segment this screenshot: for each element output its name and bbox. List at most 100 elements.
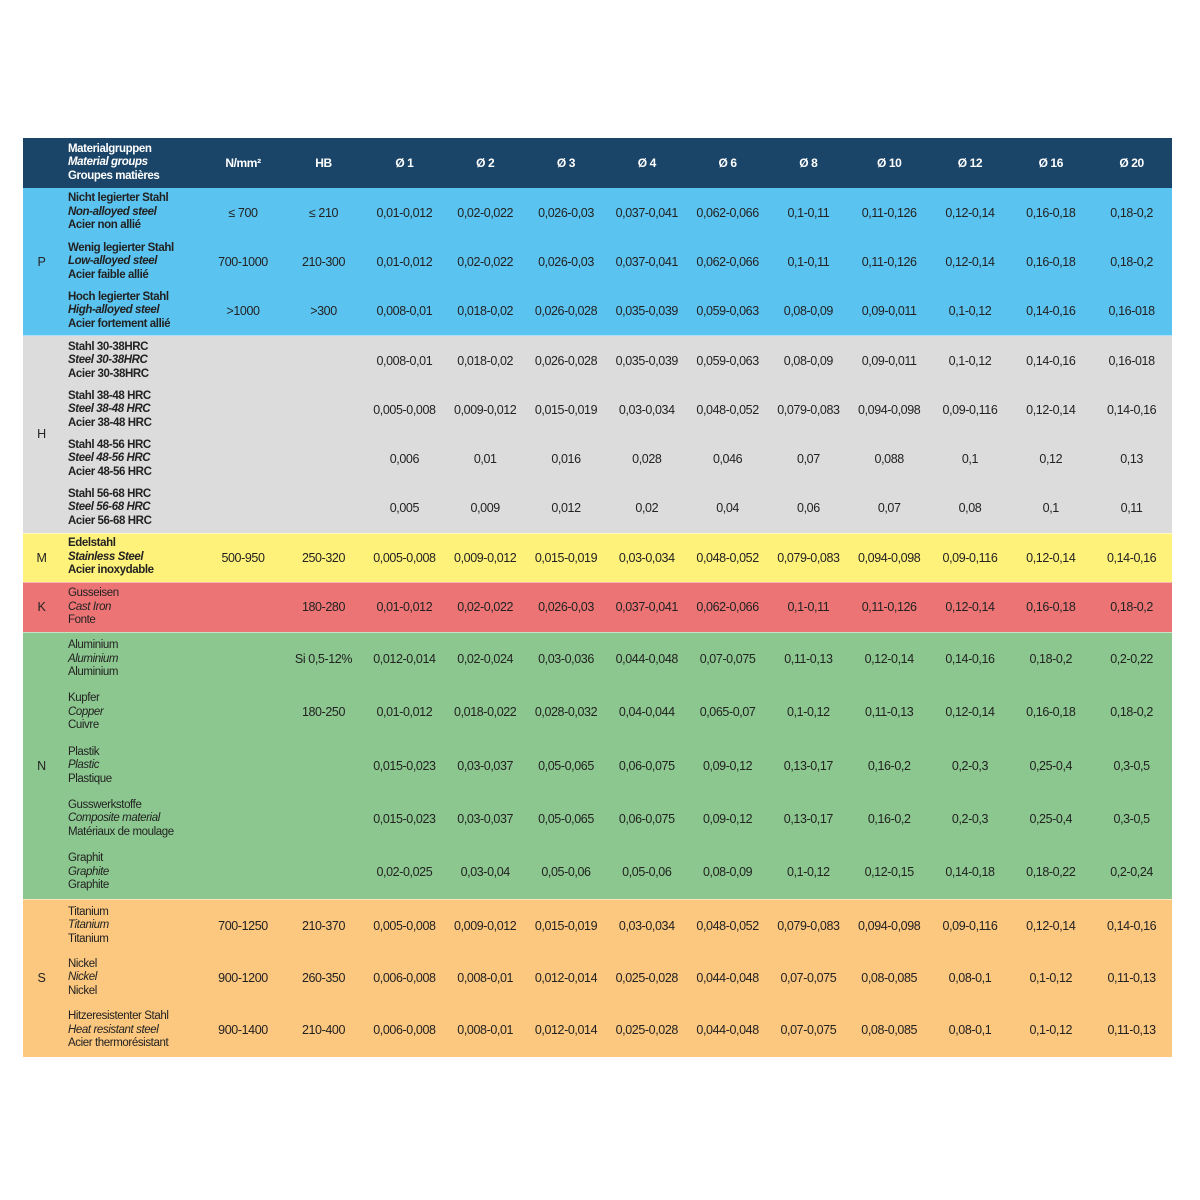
hardness-cell: 250-320 [283,532,364,583]
feed-value-cell: 0,12-0,14 [848,631,930,686]
feed-value-cell: 0,07-0,075 [687,631,768,686]
strength-cell: ≤ 700 [228,205,258,220]
feed-value-cell: 0,11-0,13 [767,631,849,686]
material-name-fr: Acier 38-48 HRC [68,416,152,429]
feed-value-cell: 0,11 [1120,501,1143,516]
feed-value-cell: 0,2-0,24 [1110,865,1153,880]
material-name-fr: Cuivre [68,719,99,732]
feed-value-cell: 0,048-0,052 [687,898,768,952]
feed-value-cell: 0,048-0,052 [687,532,768,583]
material-name-de: Stahl 48-56 HRC [68,438,151,451]
feed-value-cell: 0,046 [712,452,743,467]
header-diameter: Ø 10 [876,156,902,170]
feed-value-cell: 0,03-0,034 [618,402,675,417]
feed-value-cell: 0,01 [473,452,497,467]
feed-value-cell: 0,11-0,126 [861,205,917,220]
feed-value-cell: 0,09-0,011 [848,335,930,386]
material-name-en: Low-alloyed steel [68,255,158,268]
material-name-de: Stahl 38-48 HRC [68,389,151,402]
feed-value-cell: 0,11-0,13 [1107,1023,1156,1038]
feed-value-cell: 0,012 [551,501,581,516]
table-row: Gusswerkstoffe Composite material Matériau… [23,792,1172,846]
hardness-cell: 180-250 [301,705,346,720]
material-name-en: Cast Iron [68,600,112,613]
feed-value-cell: 0,16-018 [1108,303,1156,318]
feed-value-cell: 0,088 [874,452,905,467]
feed-value-cell: 0,09-0,011 [861,303,917,318]
feed-value-cell: 0,08-0,085 [861,970,918,985]
material-group-code: S [23,898,60,1057]
feed-value-cell: 0,05-0,06 [622,865,672,880]
feed-value-cell: 0,3-0,5 [1113,758,1151,773]
hardness-cell [283,846,364,899]
strength-cell [203,739,283,792]
feed-value-cell: 0,05-0,065 [538,812,594,827]
material-name-de: Nicht legierter Stahl [68,192,169,205]
feed-value-cell: 0,094-0,098 [848,532,930,583]
material-name-de: Aluminium [68,639,119,652]
table-row: P Nicht legierter Stahl Non-alloyed steel A… [23,188,1172,269]
hardness-cell: 260-350 [301,970,346,985]
feed-value-cell: 0,006 [389,452,420,467]
feed-value-cell: 0,14-0,16 [1106,402,1157,417]
feed-value-cell: 0,037-0,041 [606,581,688,633]
feed-value-cell: 0,07-0,075 [780,1023,837,1038]
feed-value-cell: 0,16-0,2 [867,812,911,827]
feed-value-cell: 0,015-0,019 [525,532,607,583]
feed-value-cell: 0,16-0,18 [1026,705,1076,720]
material-name-en: Stainless Steel [68,550,144,563]
header-strength: N/mm² [225,156,261,170]
hardness-cell: Si 0,5-12% [283,631,364,686]
hardness-cell: 210-400 [301,1023,346,1038]
feed-value-cell: 0,065-0,07 [699,705,756,720]
feed-value-cell: 0,14-0,16 [1026,303,1076,318]
feed-value-cell: 0,13-0,17 [783,812,834,827]
feed-value-cell: 0,1-0,11 [787,254,830,269]
material-name-en: Composite material [68,812,160,825]
table-row: Stahl 48-56 HRC Steel 48-56 HRC Acier 48-5… [23,434,1172,484]
feed-value-cell: 0,044-0,048 [696,1023,759,1038]
feed-value-cell: 0,1-0,12 [787,865,830,880]
feed-value-cell: 0,18-0,2 [1110,205,1153,220]
header-hardness: HB [315,156,332,170]
feed-value-cell: 0,008-0,01 [364,335,445,386]
table-body: P Nicht legierter Stahl Non-alloyed steel A… [23,188,1172,1057]
feed-value-cell: 0,028 [632,452,662,467]
header-diameter: Ø 8 [799,156,818,170]
feed-value-cell: 0,059-0,063 [696,303,759,318]
feed-value-cell: 0,11-0,126 [861,254,917,269]
material-name: Plastik Plastic Plastique [60,739,203,792]
strength-cell: 900-1200 [218,970,268,985]
hardness-cell: ≤ 210 [308,205,339,220]
table-row: Stahl 56-68 HRC Steel 56-68 HRC Acier 56-6… [23,483,1172,534]
material-name-de: Hitzeresistenter Stahl [68,1010,169,1023]
material-name-de: Gusseisen [68,587,119,600]
hardness-cell [283,484,364,533]
hardness-cell [283,385,364,434]
feed-value-cell: 0,08-0,09 [767,335,849,386]
feed-value-cell: 0,09-0,12 [702,758,753,773]
feed-value-cell: 0,11-0,13 [1107,970,1156,985]
feed-value-cell: 0,025-0,028 [615,1023,679,1038]
feed-value-cell: 0,08-0,1 [948,970,992,985]
feed-value-cell: 0,12-0,14 [945,705,995,720]
material-name-fr: Acier 56-68 HRC [68,514,152,527]
feed-value-cell: 0,14-0,16 [1091,898,1172,952]
feed-value-cell: 0,03-0,037 [457,812,514,827]
material-name-fr: Acier non allié [68,219,141,232]
feed-value-cell: 0,048-0,052 [696,402,759,417]
feed-value-cell: 0,14-0,18 [945,865,995,880]
feed-value-cell: 0,008-0,01 [457,970,514,985]
feed-value-cell: 0,037-0,041 [615,254,679,269]
feed-value-cell: 0,03-0,034 [606,898,688,952]
feed-value-cell: 0,18-0,22 [1026,865,1076,880]
feed-value-cell: 0,08 [958,501,982,516]
feed-value-cell: 0,05-0,065 [538,758,594,773]
feed-value-cell: 0,16-018 [1091,335,1172,386]
feed-value-cell: 0,026-0,028 [525,335,607,386]
feed-value-cell: 0,06-0,075 [618,812,675,827]
table-row: Hoch legierter Stahl High-alloyed steel Ac… [23,286,1172,336]
material-name: Titanium Titanium Titanium [60,898,203,952]
material-name-en: Steel 48-56 HRC [68,452,151,465]
feed-value-cell: 0,09-0,116 [942,402,998,417]
